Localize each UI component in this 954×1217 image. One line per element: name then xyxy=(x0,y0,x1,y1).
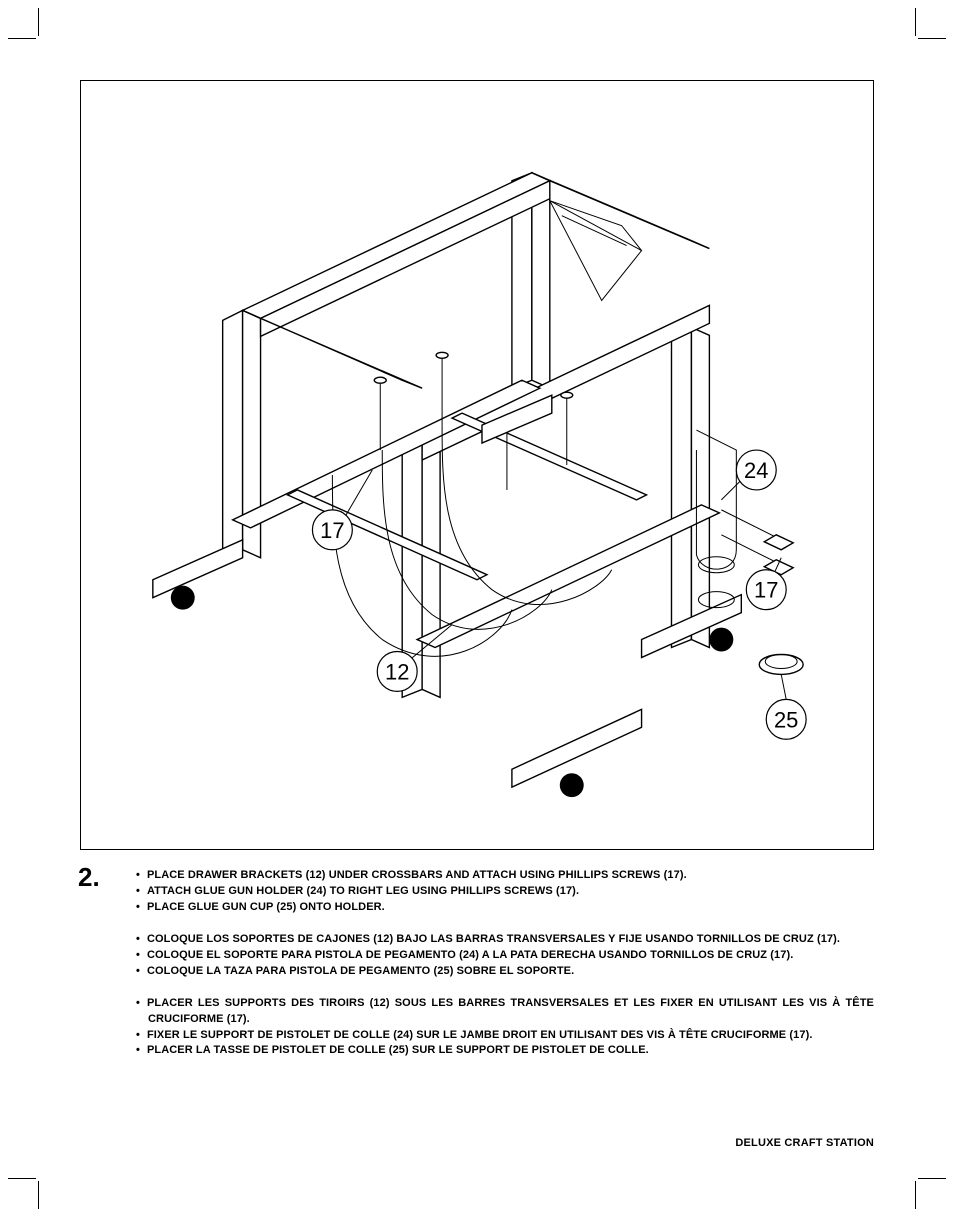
instructions: 2. PLACE DRAWER BRACKETS (12) UNDER CROS… xyxy=(80,868,874,1059)
callout-25: 25 xyxy=(774,707,798,732)
instruction-line: COLOQUE EL SOPORTE PARA PISTOLA DE PEGAM… xyxy=(136,948,874,964)
instruction-line: FIXER LE SUPPORT DE PISTOLET DE COLLE (2… xyxy=(136,1028,874,1044)
crop-mark xyxy=(918,38,946,39)
assembly-diagram: 17 12 24 17 25 xyxy=(80,80,874,850)
instructions-spanish: COLOQUE LOS SOPORTES DE CAJONES (12) BAJ… xyxy=(136,932,874,980)
crop-mark xyxy=(38,1181,39,1209)
callout-24: 24 xyxy=(744,458,768,483)
callout-12: 12 xyxy=(385,659,409,684)
crop-mark xyxy=(38,8,39,36)
crop-mark xyxy=(918,1178,946,1179)
crop-mark xyxy=(8,1178,36,1179)
crop-mark xyxy=(8,38,36,39)
instruction-line: PLACE DRAWER BRACKETS (12) UNDER CROSSBA… xyxy=(136,868,874,884)
instruction-line: ATTACH GLUE GUN HOLDER (24) TO RIGHT LEG… xyxy=(136,884,874,900)
instruction-line: COLOQUE LOS SOPORTES DE CAJONES (12) BAJ… xyxy=(136,932,874,948)
assembly-svg: 17 12 24 17 25 xyxy=(81,81,873,849)
footer-title: DELUXE CRAFT STATION xyxy=(735,1137,874,1149)
instructions-english: PLACE DRAWER BRACKETS (12) UNDER CROSSBA… xyxy=(136,868,874,916)
crop-mark xyxy=(915,1181,916,1209)
page: 17 12 24 17 25 2. PLACE DRAWER BRACKETS … xyxy=(0,0,954,1217)
instructions-french: PLACER LES SUPPORTS DES TIROIRS (12) SOU… xyxy=(136,996,874,1060)
step-number: 2. xyxy=(78,862,100,893)
instruction-line: PLACE GLUE GUN CUP (25) ONTO HOLDER. xyxy=(136,900,874,916)
callout-17-left: 17 xyxy=(320,518,344,543)
callout-17-right: 17 xyxy=(754,578,778,603)
instruction-line: PLACER LA TASSE DE PISTOLET DE COLLE (25… xyxy=(136,1043,874,1059)
crop-mark xyxy=(915,8,916,36)
instruction-line: PLACER LES SUPPORTS DES TIROIRS (12) SOU… xyxy=(136,996,874,1028)
instruction-line: COLOQUE LA TAZA PARA PISTOLA DE PEGAMENT… xyxy=(136,964,874,980)
